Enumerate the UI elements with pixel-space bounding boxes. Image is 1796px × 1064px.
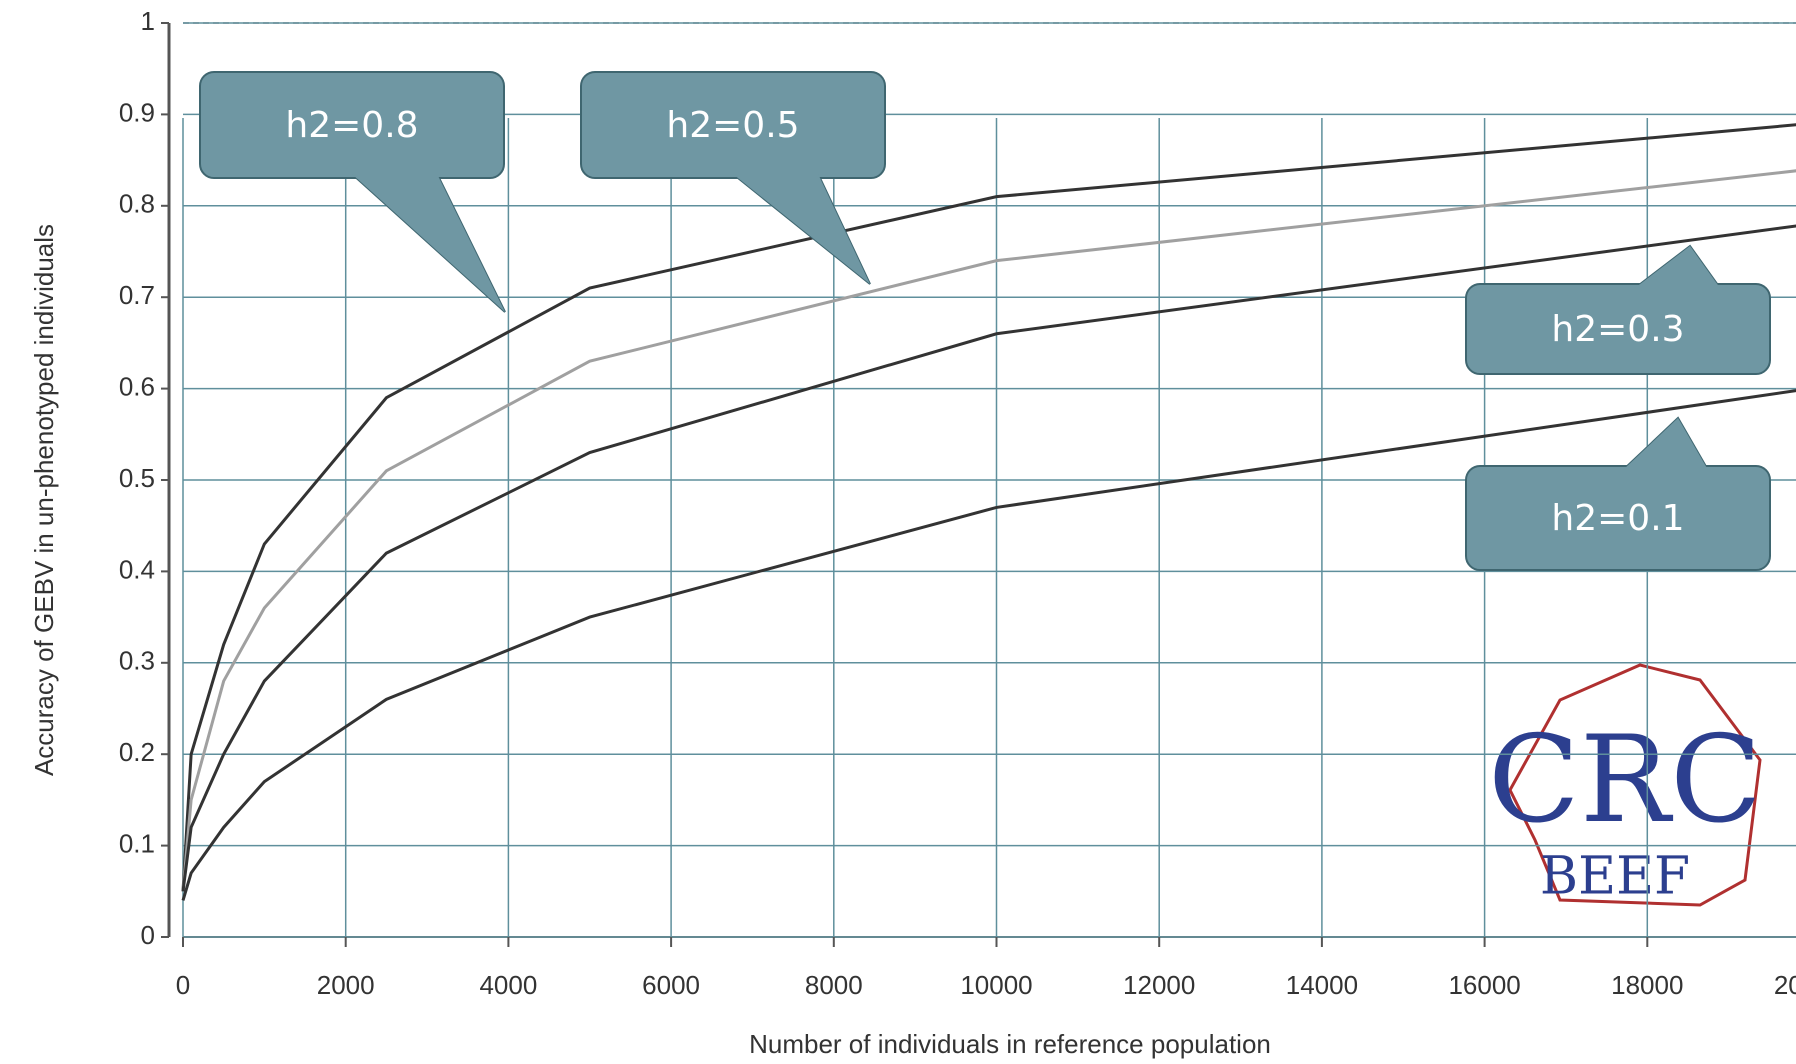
y-tick-label: 0.9 — [119, 97, 155, 127]
callout-joint — [352, 174, 505, 312]
y-tick-label: 0.8 — [119, 189, 155, 219]
y-tick-label: 0.2 — [119, 737, 155, 767]
logo-bottom: BEEF — [1540, 847, 1690, 907]
y-tick-label: 0 — [141, 920, 155, 950]
y-tick-label: 0.1 — [119, 828, 155, 858]
y-tick-label: 0.5 — [119, 463, 155, 493]
x-tick-label: 0 — [176, 970, 190, 1000]
legend-label: h2=0.3 — [1551, 309, 1684, 350]
y-tick-label: 0.4 — [119, 554, 155, 584]
logo: CRC BEEF — [1488, 663, 1762, 907]
legend-label: h2=0.8 — [285, 105, 418, 146]
x-tick-label: 10000 — [960, 970, 1032, 1000]
line — [181, 389, 1796, 901]
x-tick-label: 12000 — [1123, 970, 1195, 1000]
y-tick-label: 1 — [141, 6, 155, 36]
line — [181, 123, 1796, 892]
callout-box — [1465, 465, 1771, 571]
x-tick-label: 14000 — [1286, 970, 1358, 1000]
y-axis-label: Accuracy of GEBV in un-phenotyped indivi… — [29, 224, 59, 776]
line — [181, 224, 1796, 892]
x-tick-label: 16000 — [1448, 970, 1520, 1000]
x-tick-label: 20000 — [1774, 970, 1796, 1000]
x-tick-label: 6000 — [642, 970, 700, 1000]
logo-top: CRC — [1488, 711, 1762, 850]
x-tick-label: 4000 — [479, 970, 537, 1000]
callout-box — [580, 71, 886, 179]
legend-label: h2=0.1 — [1551, 498, 1684, 539]
callout-joint — [733, 174, 870, 284]
x-tick-label: 8000 — [805, 970, 863, 1000]
x-tick-label: 2000 — [317, 970, 375, 1000]
x-axis-label: Number of individuals in reference popul… — [749, 1029, 1271, 1059]
callout-joint — [1623, 418, 1708, 470]
logo-outline — [1508, 663, 1762, 907]
callout-box — [1465, 283, 1771, 375]
y-tick-label: 0.6 — [119, 371, 155, 401]
x-tick-label: 18000 — [1611, 970, 1683, 1000]
legend-label: h2=0.5 — [666, 105, 799, 146]
callout-box — [199, 71, 505, 179]
callout-joint — [1635, 246, 1720, 288]
y-tick-label: 0.7 — [119, 280, 155, 310]
y-tick-label: 0.3 — [119, 646, 155, 676]
line — [181, 169, 1796, 892]
